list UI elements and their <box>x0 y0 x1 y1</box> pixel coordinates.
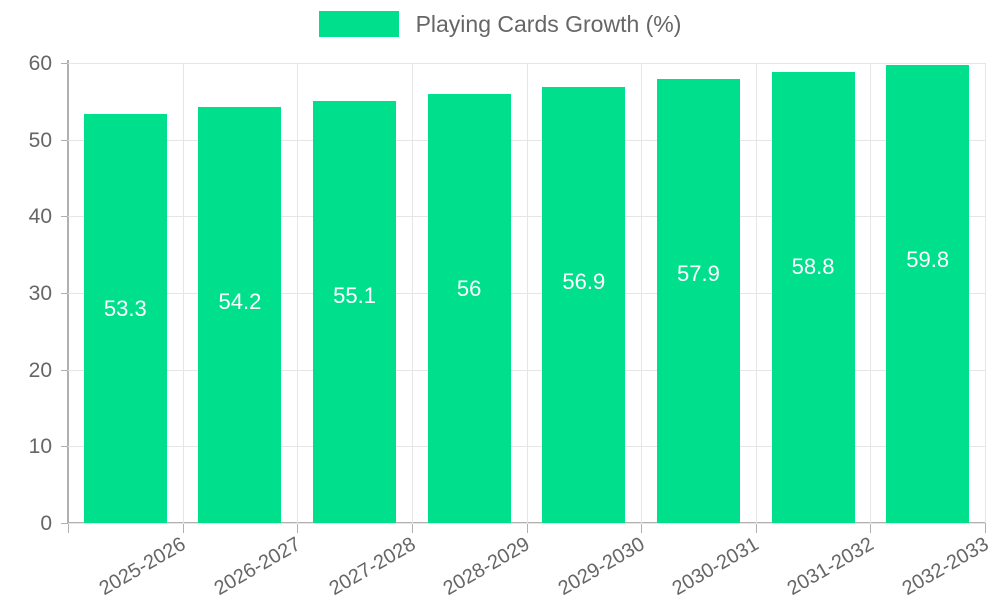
y-axis-tick <box>61 523 68 524</box>
x-axis-tick <box>870 524 871 533</box>
y-axis-tick-label: 0 <box>40 512 52 535</box>
y-axis-tick <box>61 446 68 448</box>
bar-value-label: 57.9 <box>677 261 720 287</box>
plot-area: 53.3 54.2 55.1 56 56.9 57.9 58.8 59.8 <box>68 63 986 524</box>
bar[interactable] <box>771 72 855 523</box>
gridline-horizontal <box>68 139 985 141</box>
x-axis-tick <box>756 524 757 533</box>
gridline-horizontal <box>68 293 985 294</box>
bar[interactable] <box>313 100 397 523</box>
x-axis-tick <box>985 524 986 533</box>
legend-item-playing-cards-growth[interactable]: Playing Cards Growth (%) <box>318 10 682 37</box>
x-axis-tick <box>68 524 69 533</box>
gridline-vertical <box>985 63 986 523</box>
x-axis-category-label: 2026-2027 <box>210 533 305 600</box>
x-axis-tick <box>412 524 413 533</box>
y-axis-tick <box>61 63 68 64</box>
x-axis-category-label: 2027-2028 <box>325 533 420 600</box>
chart-legend: Playing Cards Growth (%) <box>0 0 1000 48</box>
bar[interactable] <box>542 86 626 523</box>
y-axis-tick-label: 40 <box>28 205 52 229</box>
gridline-horizontal <box>68 369 985 371</box>
y-axis-tick-label: 30 <box>28 282 52 305</box>
y-axis-tick <box>61 139 68 141</box>
y-axis-tick-label: 50 <box>28 128 52 152</box>
gridline-horizontal <box>68 446 985 448</box>
gridline-vertical <box>527 63 528 523</box>
bar-value-label: 56.9 <box>562 268 606 294</box>
gridline-vertical <box>870 63 871 523</box>
x-axis-category-label: 2032-2033 <box>898 533 993 600</box>
gridline-vertical <box>641 63 642 523</box>
bar[interactable] <box>427 93 511 523</box>
legend-label: Playing Cards Growth (%) <box>415 10 682 37</box>
y-axis-tick <box>61 216 68 218</box>
x-axis-category-label: 2031-2032 <box>783 533 878 600</box>
x-axis-category-label: 2025-2026 <box>95 533 190 600</box>
x-axis-tick <box>527 524 528 533</box>
gridline-vertical <box>412 63 413 523</box>
x-axis-category-label: 2030-2031 <box>669 533 763 600</box>
x-axis-category-label: 2028-2029 <box>439 533 534 600</box>
bar-value-label: 55.1 <box>333 282 376 308</box>
gridline-vertical <box>756 63 757 523</box>
gridline-horizontal <box>68 523 985 524</box>
bar-value-label: 53.3 <box>103 296 147 322</box>
bar-value-label: 58.8 <box>791 254 835 280</box>
bar-value-label: 56 <box>456 275 482 301</box>
bar[interactable] <box>886 64 970 523</box>
y-axis-tick-label: 20 <box>28 358 52 382</box>
gridline-vertical <box>183 63 184 523</box>
y-axis-tick <box>61 369 68 371</box>
y-axis-tick-label: 10 <box>28 435 52 459</box>
y-axis-line <box>67 60 69 524</box>
bar[interactable] <box>198 107 282 523</box>
y-axis-tick-label: 60 <box>28 52 52 75</box>
bar-value-label: 59.8 <box>906 246 950 272</box>
y-axis-tick <box>61 293 68 294</box>
gridline-horizontal <box>68 63 985 64</box>
bar[interactable] <box>83 114 167 523</box>
x-axis-tick <box>641 524 642 533</box>
legend-color-swatch-icon <box>318 11 399 37</box>
x-axis-tick <box>183 524 184 533</box>
x-axis-tick <box>297 524 298 533</box>
bar[interactable] <box>656 79 740 523</box>
bar-value-label: 54.2 <box>218 289 262 315</box>
x-axis-category-label: 2029-2030 <box>554 533 649 600</box>
gridline-vertical <box>297 63 298 523</box>
gridline-horizontal <box>68 216 985 218</box>
